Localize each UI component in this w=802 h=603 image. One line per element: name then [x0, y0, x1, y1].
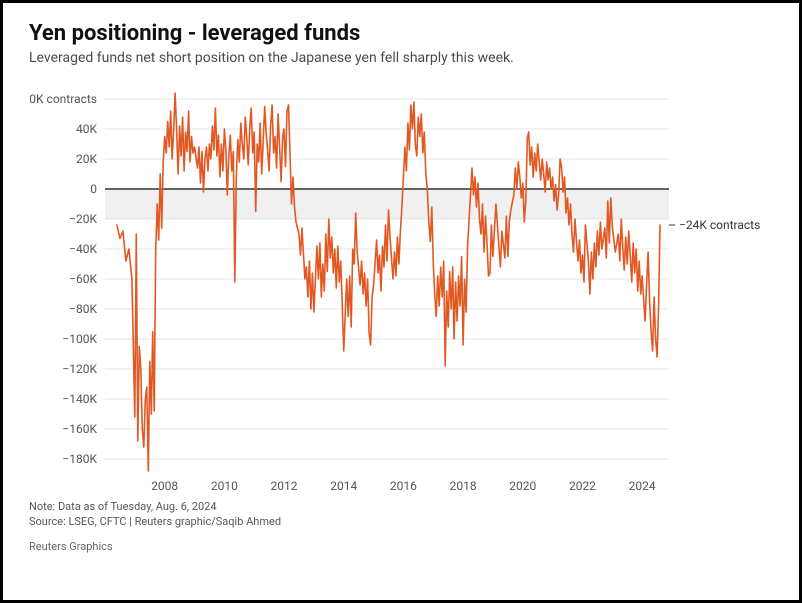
line-chart-svg: 60K contracts 40K 20K 0 −20K −40K −60K −80K −100…	[29, 76, 775, 496]
svg-text:0: 0	[90, 182, 97, 196]
chart-area: 60K contracts 40K 20K 0 −20K −40K −60K −80K −100…	[29, 76, 773, 500]
svg-text:2024: 2024	[629, 479, 656, 493]
svg-text:−180K: −180K	[62, 452, 97, 466]
svg-text:2010: 2010	[211, 479, 238, 493]
svg-text:−20K: −20K	[69, 212, 97, 226]
svg-text:−80K: −80K	[69, 302, 97, 316]
chart-subtitle: Leveraged funds net short position on th…	[29, 50, 773, 66]
svg-text:2018: 2018	[450, 479, 477, 493]
svg-text:−160K: −160K	[62, 422, 97, 436]
chart-notes: Note: Data as of Tuesday, Aug. 6, 2024 S…	[29, 500, 773, 530]
note-line-1: Note: Data as of Tuesday, Aug. 6, 2024	[29, 500, 773, 515]
svg-text:2022: 2022	[569, 479, 596, 493]
svg-text:20K: 20K	[76, 152, 97, 166]
svg-text:−140K: −140K	[62, 392, 97, 406]
svg-text:−24K contracts: −24K contracts	[679, 218, 760, 232]
svg-text:−40K: −40K	[69, 242, 97, 256]
note-line-2: Source: LSEG, CFTC | Reuters graphic/Saq…	[29, 515, 773, 530]
svg-text:2020: 2020	[509, 479, 536, 493]
svg-text:60K contracts: 60K contracts	[29, 92, 97, 106]
svg-text:40K: 40K	[76, 122, 97, 136]
svg-text:−60K: −60K	[69, 272, 97, 286]
chart-credit: Reuters Graphics	[29, 540, 773, 553]
svg-text:2012: 2012	[271, 479, 298, 493]
svg-text:2016: 2016	[390, 479, 417, 493]
svg-text:2014: 2014	[330, 479, 357, 493]
svg-text:2008: 2008	[151, 479, 178, 493]
chart-frame: Yen positioning - leveraged funds Levera…	[0, 0, 802, 603]
chart-title: Yen positioning - leveraged funds	[29, 21, 773, 46]
svg-text:−120K: −120K	[62, 362, 97, 376]
svg-text:−100K: −100K	[62, 332, 97, 346]
